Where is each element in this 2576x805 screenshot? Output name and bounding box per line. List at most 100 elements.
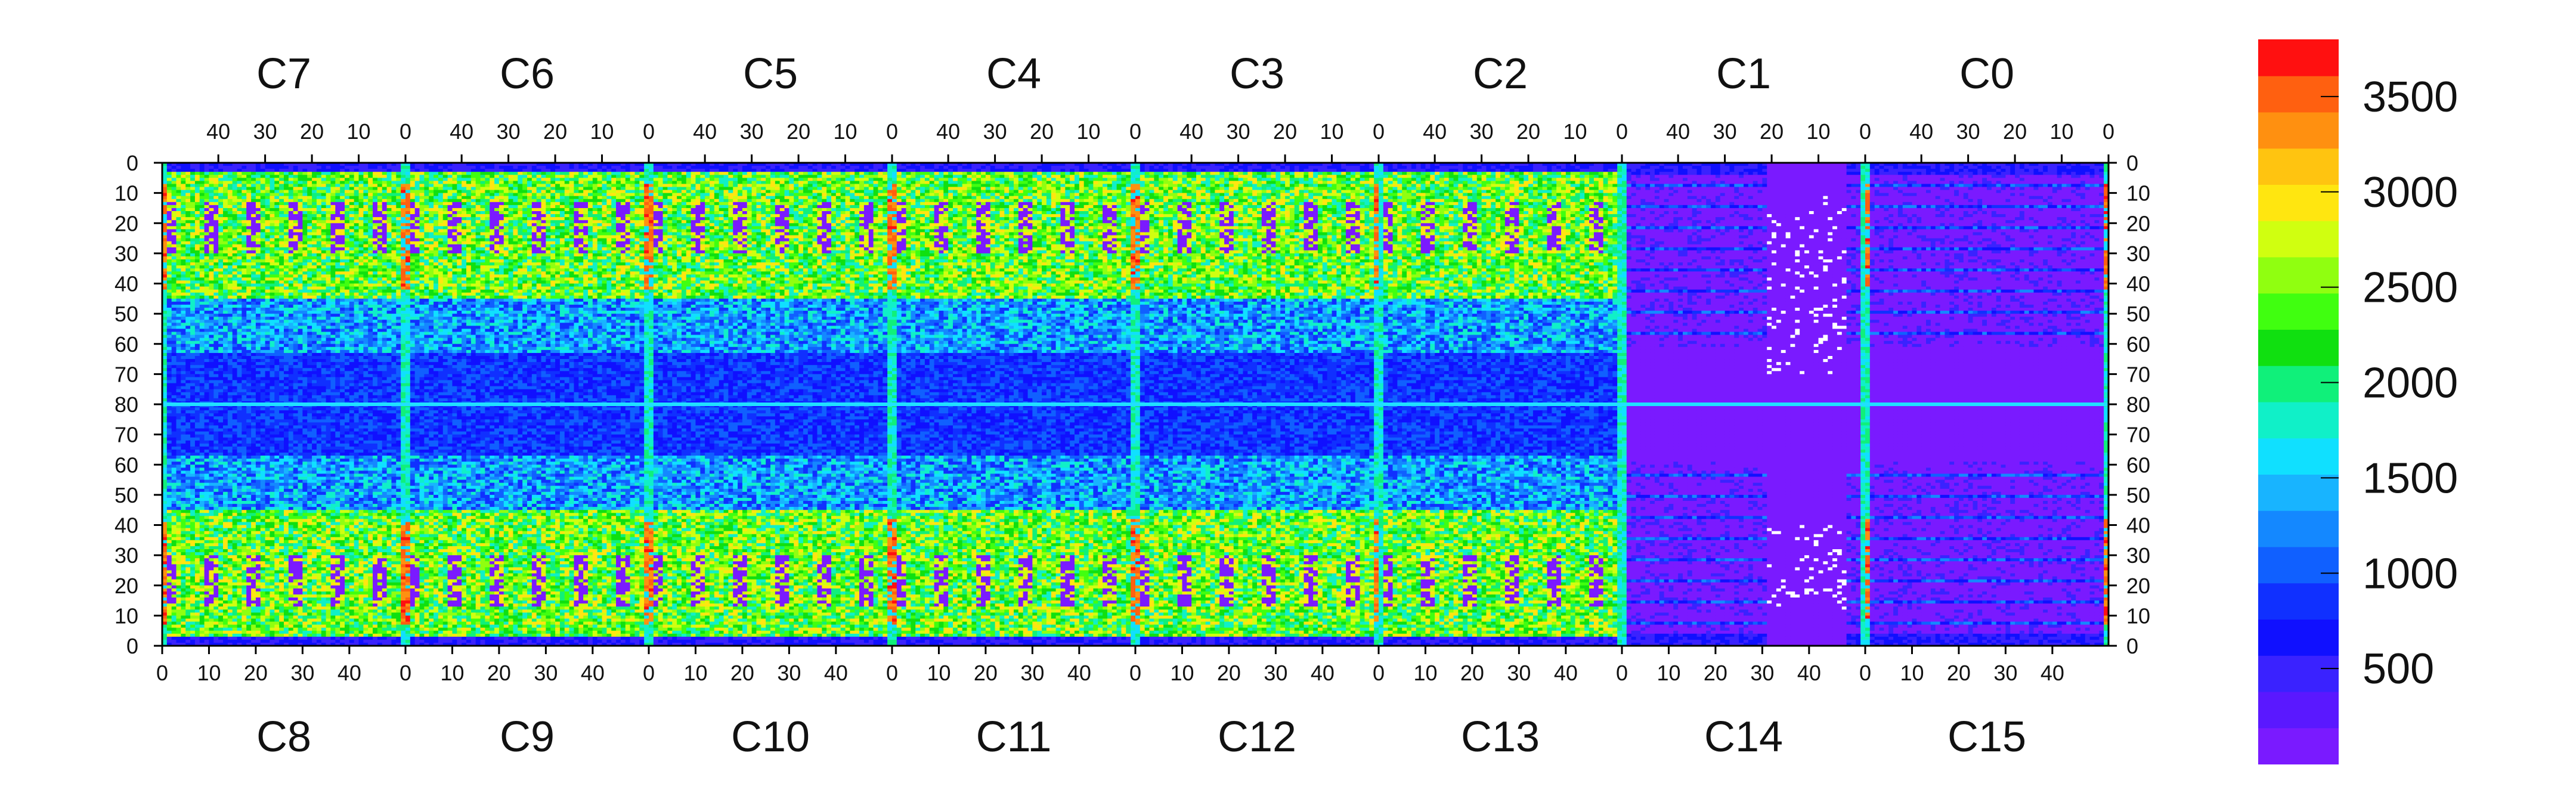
bottom-tick-label: 40 — [1067, 661, 1091, 685]
colorbar-band — [2258, 148, 2339, 185]
bottom-tick-label: 30 — [777, 661, 801, 685]
bottom-tick-label: 0 — [1129, 661, 1141, 685]
left-row-label: 0 — [126, 151, 138, 175]
colorbar-band — [2258, 510, 2339, 547]
chip-label-top: C5 — [743, 50, 798, 98]
bottom-tick-label: 10 — [440, 661, 464, 685]
colorbar-tick-label: 3000 — [2363, 169, 2458, 216]
colorbar-band — [2258, 257, 2339, 294]
bottom-tick-label: 40 — [1311, 661, 1335, 685]
colorbar-band — [2258, 221, 2339, 258]
left-row-label: 70 — [114, 423, 138, 447]
colorbar-band — [2258, 39, 2339, 76]
bottom-tick-label: 10 — [1900, 661, 1924, 685]
bottom-tick-label: 0 — [886, 661, 898, 685]
bottom-tick-label: 0 — [156, 661, 168, 685]
chip-label-bottom: C11 — [976, 713, 1052, 761]
bottom-tick-label: 10 — [1657, 661, 1680, 685]
chip-label-bottom: C12 — [1218, 713, 1296, 761]
chip-label-top: C7 — [256, 50, 311, 98]
top-tick-label: 10 — [1077, 119, 1101, 144]
right-row-label: 40 — [2126, 513, 2150, 538]
top-tick-label: 40 — [1666, 119, 1690, 144]
top-tick-label: 0 — [400, 119, 411, 144]
chip-label-bottom: C8 — [256, 713, 311, 761]
left-row-label: 40 — [114, 272, 138, 296]
bottom-tick-label: 20 — [974, 661, 998, 685]
colorbar-band — [2258, 474, 2339, 511]
colorbar-band — [2258, 293, 2339, 330]
colorbar-band — [2258, 366, 2339, 402]
right-row-label: 70 — [2126, 362, 2150, 386]
top-tick-label: 10 — [1807, 119, 1831, 144]
colorbar-tick-label: 3500 — [2363, 73, 2458, 121]
top-tick-label: 10 — [1320, 119, 1344, 144]
top-tick-label: 20 — [300, 119, 324, 144]
top-tick-label: 40 — [450, 119, 473, 144]
right-row-label: 20 — [2126, 574, 2150, 598]
left-row-label: 70 — [114, 362, 138, 386]
top-tick-label: 10 — [2050, 119, 2074, 144]
colorbar-band — [2258, 329, 2339, 366]
right-row-label: 30 — [2126, 242, 2150, 266]
chip-label-bottom: C9 — [500, 713, 555, 761]
bottom-tick-label: 0 — [1373, 661, 1385, 685]
bottom-tick-label: 10 — [683, 661, 707, 685]
top-tick-label: 20 — [1273, 119, 1297, 144]
bottom-tick-label: 0 — [643, 661, 655, 685]
left-row-label: 80 — [114, 392, 138, 417]
bottom-tick-label: 40 — [824, 661, 848, 685]
bottom-tick-label: 0 — [1616, 661, 1628, 685]
chip-label-top: C0 — [1959, 50, 2014, 98]
bottom-tick-label: 30 — [534, 661, 558, 685]
left-row-label: 20 — [114, 211, 138, 236]
right-row-label: 40 — [2126, 272, 2150, 296]
top-tick-label: 30 — [740, 119, 764, 144]
top-tick-label: 30 — [983, 119, 1007, 144]
bottom-tick-label: 0 — [400, 661, 411, 685]
right-row-label: 70 — [2126, 423, 2150, 447]
colorbar-band — [2258, 583, 2339, 620]
top-tick-label: 40 — [206, 119, 230, 144]
left-row-label: 10 — [114, 603, 138, 628]
top-tick-label: 30 — [1470, 119, 1494, 144]
colorbar-band — [2258, 547, 2339, 584]
colorbar-tick-label: 1500 — [2363, 454, 2458, 502]
colorbar-band — [2258, 402, 2339, 439]
right-row-label: 0 — [2126, 634, 2138, 658]
bottom-tick-label: 30 — [290, 661, 314, 685]
bottom-tick-label: 20 — [1947, 661, 1971, 685]
chip-label-top: C6 — [500, 50, 555, 98]
top-tick-label: 10 — [590, 119, 614, 144]
right-row-label: 80 — [2126, 392, 2150, 417]
chip-label-top: C3 — [1230, 50, 1284, 98]
colorbar-band — [2258, 692, 2339, 729]
colorbar-tick-label: 2000 — [2363, 360, 2458, 407]
left-row-label: 60 — [114, 332, 138, 357]
bottom-tick-label: 20 — [244, 661, 268, 685]
right-row-label: 60 — [2126, 332, 2150, 357]
left-row-label: 40 — [114, 513, 138, 538]
bottom-tick-label: 30 — [1264, 661, 1287, 685]
bottom-tick-label: 40 — [2041, 661, 2064, 685]
bottom-tick-label: 30 — [1020, 661, 1044, 685]
bottom-tick-label: 40 — [1797, 661, 1821, 685]
top-tick-label: 0 — [2103, 119, 2114, 144]
left-row-label: 30 — [114, 242, 138, 266]
right-row-label: 0 — [2126, 151, 2138, 175]
bottom-tick-label: 20 — [487, 661, 511, 685]
colorbar-tick-label: 500 — [2363, 645, 2434, 693]
top-tick-label: 20 — [1760, 119, 1784, 144]
bottom-tick-label: 10 — [927, 661, 950, 685]
left-row-label: 20 — [114, 574, 138, 598]
bottom-tick-label: 0 — [1859, 661, 1871, 685]
bottom-tick-label: 10 — [1413, 661, 1437, 685]
bottom-tick-label: 30 — [1507, 661, 1531, 685]
right-row-label: 10 — [2126, 603, 2150, 628]
top-tick-label: 0 — [1616, 119, 1628, 144]
right-row-label: 50 — [2126, 483, 2150, 507]
top-tick-label: 40 — [1909, 119, 1933, 144]
colorbar-band — [2258, 727, 2339, 764]
